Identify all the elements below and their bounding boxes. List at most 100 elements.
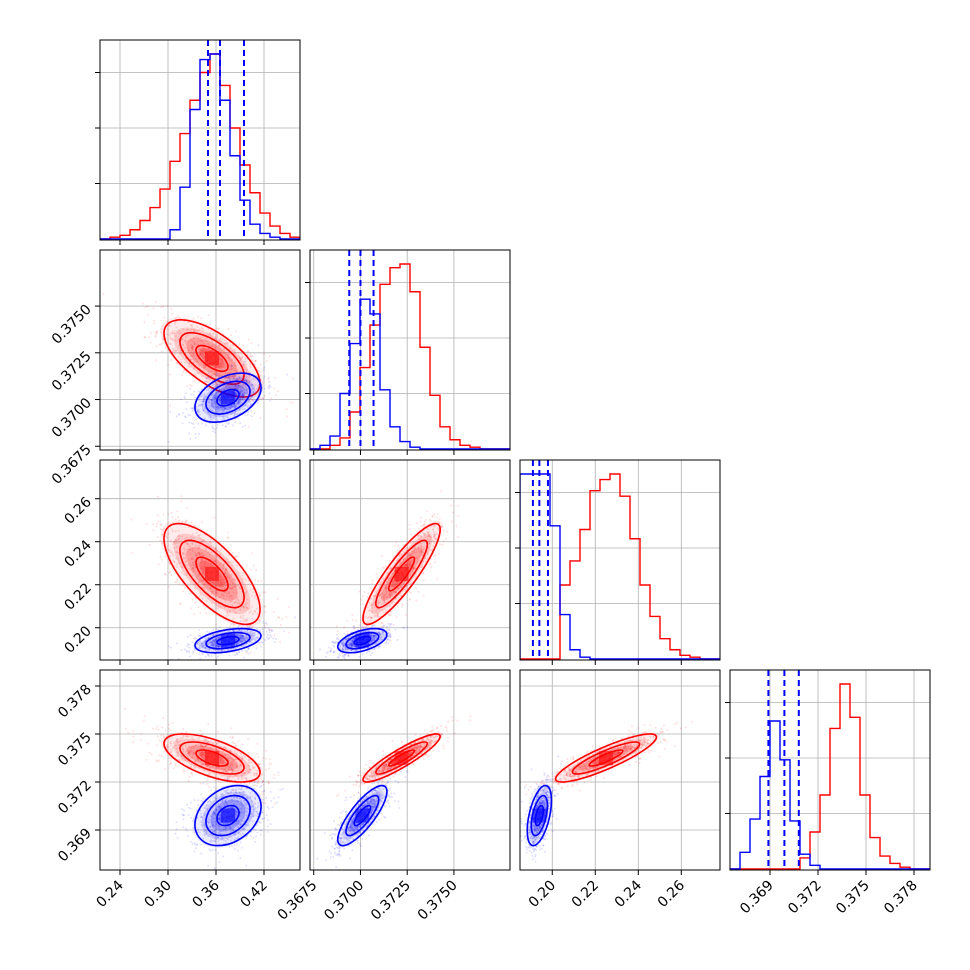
- sample-point: [231, 776, 234, 779]
- sample-point: [208, 401, 211, 404]
- sample-point: [227, 356, 230, 359]
- sample-point: [238, 399, 241, 402]
- sample-point: [372, 636, 375, 639]
- sample-point: [171, 747, 174, 750]
- sample-point: [373, 594, 376, 597]
- sample-point: [175, 747, 178, 750]
- sample-point: [235, 758, 238, 761]
- sample-point: [217, 645, 220, 648]
- sample-point: [215, 370, 218, 373]
- sample-point: [205, 378, 208, 381]
- sample-point: [193, 752, 196, 755]
- sample-point: [184, 770, 187, 773]
- sample-point: [265, 622, 268, 625]
- sample-point: [369, 616, 372, 619]
- sample-point: [267, 386, 270, 389]
- sample-point: [202, 644, 205, 647]
- sample-point: [232, 758, 235, 761]
- sample-point: [388, 624, 391, 627]
- sample-point: [241, 634, 244, 637]
- sample-point: [185, 649, 188, 652]
- sample-point: [185, 408, 188, 411]
- sample-point: [368, 601, 371, 604]
- sample-point: [202, 567, 205, 570]
- sample-point: [268, 763, 271, 766]
- sample-point: [333, 650, 336, 653]
- sample-point: [424, 536, 427, 539]
- sample-point: [190, 763, 193, 766]
- sample-point: [387, 577, 390, 580]
- sample-point: [239, 400, 242, 403]
- sample-point: [251, 612, 254, 615]
- sample-point: [272, 637, 275, 640]
- sample-point: [257, 763, 260, 766]
- sample-point: [174, 764, 177, 767]
- sample-point: [432, 525, 435, 528]
- sample-point: [229, 763, 232, 766]
- sample-point: [196, 340, 199, 343]
- sample-point: [216, 390, 219, 393]
- sample-point: [220, 365, 223, 368]
- sample-point: [201, 745, 204, 748]
- sample-point: [435, 532, 438, 535]
- sample-point: [182, 735, 185, 738]
- sample-point: [229, 371, 232, 374]
- sample-point: [227, 375, 230, 378]
- sample-point: [245, 388, 248, 391]
- sample-point: [211, 405, 214, 408]
- sample-point: [389, 634, 392, 637]
- sample-point: [289, 401, 292, 404]
- sample-point: [204, 647, 207, 650]
- sample-point: [176, 740, 179, 743]
- sample-point: [445, 537, 448, 540]
- sample-point: [378, 645, 381, 648]
- sample-point: [225, 352, 228, 355]
- sample-point: [359, 631, 362, 634]
- sample-point: [228, 776, 231, 779]
- sample-point: [433, 535, 436, 538]
- sample-point: [239, 398, 242, 401]
- sample-point: [251, 552, 254, 555]
- sample-point: [201, 644, 204, 647]
- sample-point: [253, 774, 256, 777]
- sample-point: [202, 336, 205, 339]
- sample-point: [219, 757, 222, 760]
- sample-point: [201, 540, 204, 543]
- sample-point: [439, 489, 442, 492]
- sample-point: [253, 634, 256, 637]
- sample-point: [419, 520, 422, 523]
- sample-point: [200, 752, 203, 755]
- sample-point: [257, 763, 260, 766]
- sample-point: [243, 366, 246, 369]
- sample-point: [213, 638, 216, 641]
- sample-point: [412, 549, 415, 552]
- sample-point: [213, 400, 216, 403]
- sample-point: [405, 546, 408, 549]
- sample-point: [172, 746, 175, 749]
- sample-point: [226, 630, 229, 633]
- sample-point: [199, 635, 202, 638]
- sample-point: [180, 358, 183, 361]
- sample-point: [212, 427, 215, 430]
- sample-point: [173, 329, 176, 332]
- sample-point: [383, 598, 386, 601]
- sample-point: [188, 384, 191, 387]
- sample-point: [207, 347, 210, 350]
- sample-point: [223, 418, 226, 421]
- sample-point: [241, 425, 244, 428]
- sample-point: [242, 387, 245, 390]
- sample-point: [421, 551, 424, 554]
- sample-point: [231, 769, 234, 772]
- sample-point: [422, 532, 425, 535]
- sample-point: [189, 545, 192, 548]
- sample-point: [427, 535, 430, 538]
- sample-point: [346, 650, 349, 653]
- sample-point: [211, 393, 214, 396]
- sample-point: [385, 580, 388, 583]
- sample-point: [223, 406, 226, 409]
- sample-point: [379, 583, 382, 586]
- sample-point: [175, 545, 178, 548]
- sample-point: [164, 573, 167, 576]
- sample-point: [404, 548, 407, 551]
- sample-point: [236, 764, 239, 767]
